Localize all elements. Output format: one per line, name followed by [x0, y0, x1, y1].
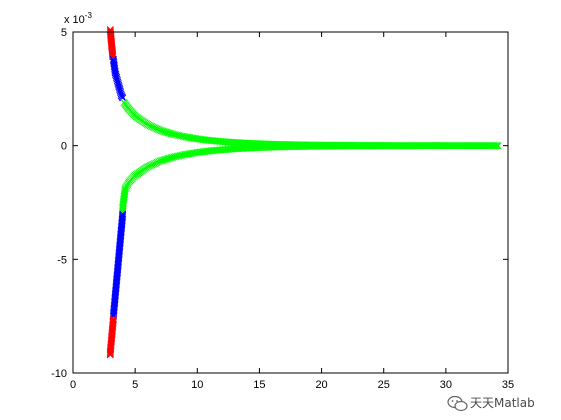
x-tick-label: 15: [253, 379, 265, 391]
x-tick-label: 25: [378, 379, 390, 391]
data-point-marker: [494, 142, 502, 150]
y-exponent-label: x 10-3: [64, 11, 92, 26]
y-tick-label: 5: [61, 27, 67, 39]
series-5: [119, 185, 129, 216]
y-tick-label: 0: [61, 141, 67, 153]
ticks-layer: 0 5 10 15 20 25 30 35 5 0 -5 -10: [51, 27, 514, 391]
data-point-marker: [492, 142, 501, 150]
data-point-marker: [106, 350, 114, 358]
data-point-marker: [491, 142, 499, 150]
x-tick-label: 30: [440, 379, 452, 391]
data-point-marker: [119, 205, 127, 213]
y-tick-label: -10: [51, 368, 67, 380]
series-6: [109, 210, 127, 320]
x-tick-label: 35: [502, 379, 514, 391]
series-3: [120, 98, 502, 150]
x-tick-label: 20: [315, 379, 327, 391]
series-4: [121, 142, 502, 193]
series-2: [109, 55, 127, 102]
x-tick-label: 10: [191, 379, 203, 391]
series-7: [106, 314, 117, 359]
x-tick-label: 5: [132, 379, 138, 391]
data-point-marker: [106, 351, 114, 359]
marks-layer: [106, 26, 502, 359]
y-tick-label: -5: [57, 254, 67, 266]
x-tick-label: 0: [70, 379, 76, 391]
watermark: 天天Matlab: [447, 395, 535, 412]
axes-box: [72, 31, 509, 374]
wechat-icon: [447, 395, 468, 412]
watermark-text: 天天Matlab: [470, 396, 535, 410]
data-point-marker: [119, 94, 127, 102]
data-point-marker: [106, 348, 114, 357]
